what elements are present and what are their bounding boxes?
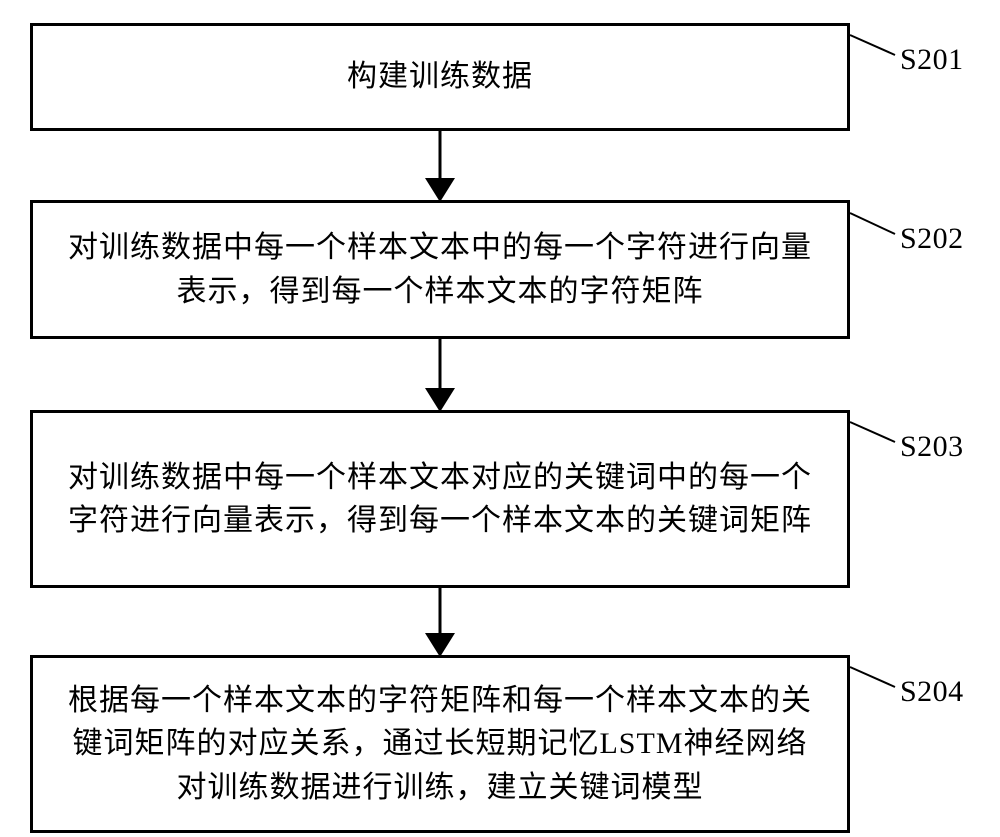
- flow-node-text: 对训练数据中每一个样本文本对应的关键词中的每一个字符进行向量表示，得到每一个样本…: [61, 456, 819, 543]
- flow-node-s201: 构建训练数据: [30, 23, 850, 131]
- flow-node-s204: 根据每一个样本文本的字符矩阵和每一个样本文本的关键词矩阵的对应关系，通过长短期记…: [30, 655, 850, 833]
- flow-node-s203: 对训练数据中每一个样本文本对应的关键词中的每一个字符进行向量表示，得到每一个样本…: [30, 410, 850, 588]
- step-label-s202: S202: [900, 222, 964, 256]
- flow-node-text: 对训练数据中每一个样本文本中的每一个字符进行向量表示，得到每一个样本文本的字符矩…: [61, 226, 819, 313]
- flowchart-canvas: 构建训练数据 S201 对训练数据中每一个样本文本中的每一个字符进行向量表示，得…: [0, 0, 1000, 837]
- flow-node-s202: 对训练数据中每一个样本文本中的每一个字符进行向量表示，得到每一个样本文本的字符矩…: [30, 200, 850, 339]
- step-label-s201: S201: [900, 43, 964, 77]
- callout-line: [850, 667, 895, 687]
- callout-line: [850, 213, 895, 234]
- step-label-s204: S204: [900, 675, 964, 709]
- callout-line: [850, 35, 895, 55]
- flow-node-text: 根据每一个样本文本的字符矩阵和每一个样本文本的关键词矩阵的对应关系，通过长短期记…: [61, 679, 819, 810]
- flow-node-text: 构建训练数据: [347, 55, 533, 99]
- step-label-s203: S203: [900, 430, 964, 464]
- callout-line: [850, 422, 895, 442]
